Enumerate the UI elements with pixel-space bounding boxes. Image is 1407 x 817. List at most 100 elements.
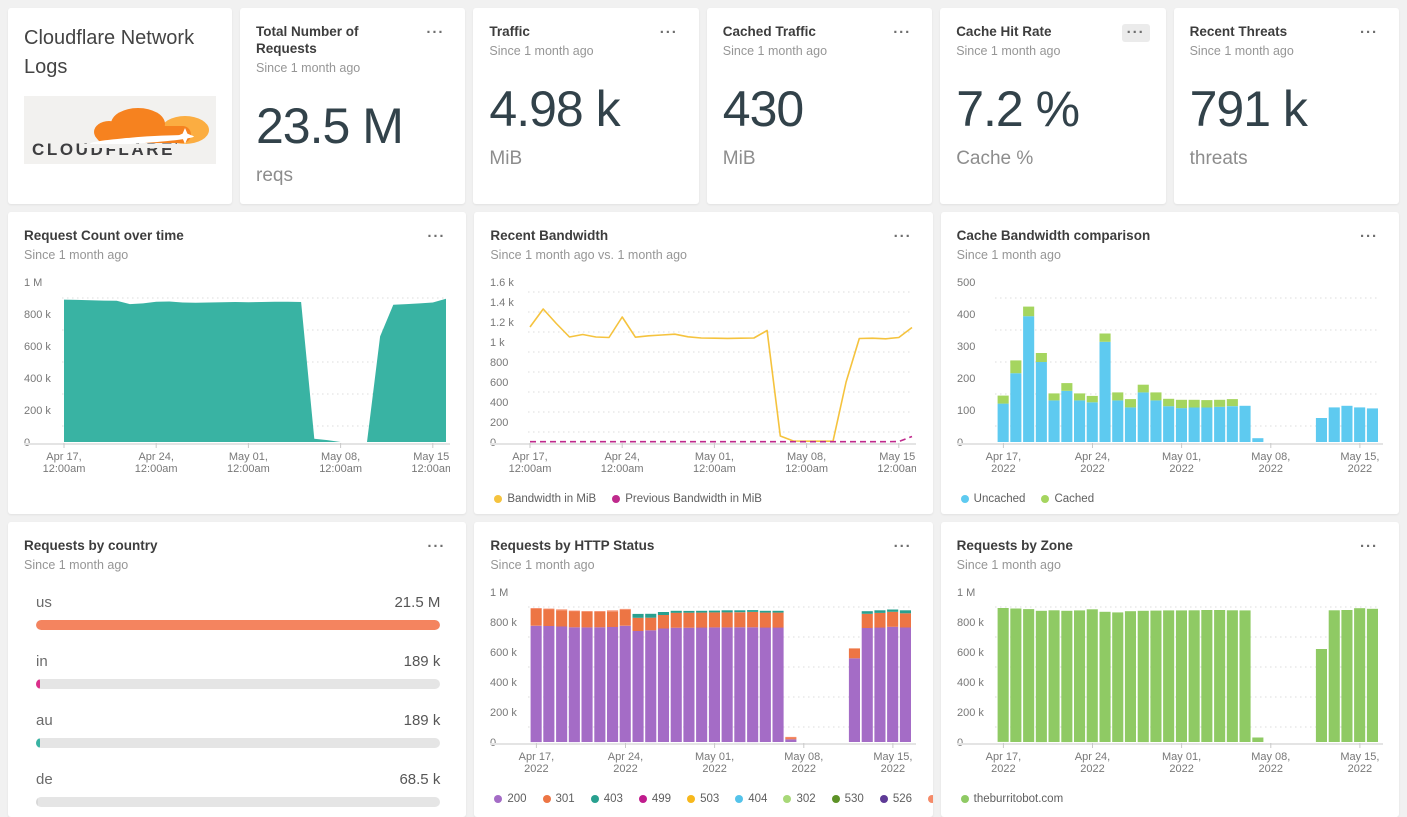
legend-dot-icon [960, 794, 969, 803]
svg-text:May 01,2022: May 01, 2022 [1162, 451, 1201, 475]
country-row[interactable]: us 21.5 M [36, 594, 441, 630]
panel-menu-button[interactable]: ··· [1360, 228, 1378, 245]
svg-text:200 k: 200 k [490, 707, 517, 719]
panel-subtitle: Since 1 month ago [490, 557, 595, 572]
legend-dot-icon [783, 794, 792, 803]
legend-item[interactable]: 503 [687, 793, 719, 805]
card-dashboard-header: Cloudflare Network Logs CLOUDFLARE' [8, 8, 232, 204]
card-title: Recent Threats [1189, 24, 1288, 39]
legend-dot-icon [879, 794, 888, 803]
country-row[interactable]: de 68.5 k [36, 771, 441, 807]
svg-text:Apr 24,12:00am: Apr 24, 12:00am [135, 451, 178, 475]
card-menu-button[interactable]: ··· [1359, 24, 1378, 41]
country-row[interactable]: au 189 k [36, 712, 441, 748]
legend-item[interactable]: 524 [928, 793, 933, 805]
card-subtitle: Since 1 month ago [956, 43, 1061, 58]
svg-text:600 k: 600 k [490, 647, 517, 659]
svg-text:May 15,12:00am: May 15, 12:00am [411, 451, 450, 475]
legend-item[interactable]: Bandwidth in MiB [494, 493, 596, 505]
legend-item[interactable]: 499 [638, 792, 672, 805]
country-bar-fill [36, 796, 38, 807]
panel-subtitle: Since 1 month ago [956, 557, 1061, 572]
panel-requests-by-http-status: Requests by HTTP Status Since 1 month ag… [474, 522, 933, 817]
legend-item[interactable]: 301 [542, 792, 575, 805]
card-title: Cached Traffic [722, 24, 816, 39]
svg-text:May 08,2022: May 08, 2022 [1251, 751, 1290, 775]
legend-dot-icon [735, 794, 744, 803]
legend-item[interactable]: 302 [783, 792, 816, 805]
legend-item[interactable]: Uncached [960, 492, 1026, 505]
panel-subtitle: Since 1 month ago [24, 557, 129, 572]
country-bar-track [36, 619, 441, 630]
chart-row-2: Requests by country Since 1 month ago ··… [8, 522, 1399, 817]
legend-label: 499 [651, 792, 672, 805]
panel-menu-button[interactable]: ··· [893, 228, 912, 245]
svg-text:1.6 k: 1.6 k [490, 277, 514, 289]
svg-text:200 k: 200 k [957, 707, 984, 719]
legend-item[interactable]: 404 [735, 793, 767, 805]
card-total-requests: Total Number of Requests Since 1 month a… [240, 8, 466, 204]
svg-text:600 k: 600 k [24, 341, 51, 353]
svg-text:Apr 17,2022: Apr 17, 2022 [519, 751, 554, 775]
svg-text:400 k: 400 k [957, 677, 984, 689]
recent-bandwidth-chart[interactable]: 1.6 k1.4 k1.2 k1 k8006004002000Apr 17,12… [490, 276, 921, 483]
legend-label: 404 [748, 792, 768, 805]
svg-text:100: 100 [957, 405, 975, 417]
svg-text:800 k: 800 k [490, 617, 517, 629]
svg-text:May 01,12:00am: May 01, 12:00am [227, 451, 270, 475]
card-title: Cache Hit Rate [956, 24, 1052, 39]
legend-dot-icon [590, 794, 599, 803]
svg-text:800 k: 800 k [957, 617, 984, 629]
legend-label: 302 [796, 792, 816, 805]
svg-text:Apr 24,2022: Apr 24, 2022 [1074, 451, 1109, 475]
panel-menu-button[interactable]: ··· [427, 228, 446, 245]
card-cache-hit-rate: Cache Hit Rate Since 1 month ago ··· 7.2… [940, 8, 1166, 204]
panel-menu-button[interactable]: ··· [893, 538, 912, 555]
svg-text:Apr 17,2022: Apr 17, 2022 [985, 451, 1020, 475]
card-menu-button[interactable]: ··· [1121, 24, 1150, 42]
panel-menu-button[interactable]: ··· [1360, 538, 1378, 555]
svg-text:400: 400 [490, 397, 508, 409]
card-recent-threats: Recent Threats Since 1 month ago ··· 791… [1173, 8, 1399, 204]
svg-text:May 08,2022: May 08, 2022 [1251, 451, 1290, 475]
legend-item[interactable]: 526 [879, 792, 913, 805]
panel-menu-button[interactable]: ··· [427, 538, 446, 555]
legend-item[interactable]: Cached [1041, 493, 1094, 505]
legend-dot-icon [687, 794, 696, 803]
recent-threats-unit: threats [1189, 147, 1248, 169]
legend-item[interactable]: 200 [494, 793, 527, 805]
http-status-legend: 200 301 403 499 503 404 302 530 526 524 [494, 792, 933, 805]
legend-label: 526 [892, 792, 913, 805]
svg-text:May 15,2022: May 15, 2022 [1340, 451, 1379, 475]
panel-subtitle: Since 1 month ago [956, 247, 1061, 262]
card-menu-button[interactable]: ··· [426, 24, 445, 41]
recent-bandwidth-legend: Bandwidth in MiB Previous Bandwidth in Mi… [494, 493, 916, 505]
legend-item[interactable]: Previous Bandwidth in MiB [612, 493, 762, 505]
legend-item[interactable]: theburritobot.com [960, 793, 1063, 805]
svg-text:Apr 17,2022: Apr 17, 2022 [985, 751, 1020, 775]
legend-dot-icon [831, 794, 840, 803]
legend-label: Uncached [973, 492, 1026, 505]
stat-row: Cloudflare Network Logs CLOUDFLARE' Tota… [8, 8, 1399, 204]
legend-label: 301 [555, 792, 575, 805]
cache-bandwidth-legend: Uncached Cached [960, 492, 1383, 505]
country-bar-list[interactable]: us 21.5 M in 189 k au 189 k de 68.5 k [24, 594, 450, 807]
legend-item[interactable]: 530 [831, 793, 864, 805]
country-row[interactable]: in 189 k [36, 652, 441, 689]
panel-requests-by-country: Requests by country Since 1 month ago ··… [8, 522, 467, 817]
svg-text:600: 600 [490, 377, 508, 389]
legend-label: Bandwidth in MiB [507, 492, 597, 505]
card-menu-button[interactable]: ··· [659, 24, 678, 41]
legend-dot-icon [638, 794, 647, 803]
legend-label: Previous Bandwidth in MiB [625, 492, 762, 505]
country-label: in [36, 652, 48, 670]
card-menu-button[interactable]: ··· [893, 24, 912, 41]
legend-item[interactable]: 403 [590, 793, 623, 805]
legend-dot-icon [928, 794, 933, 803]
